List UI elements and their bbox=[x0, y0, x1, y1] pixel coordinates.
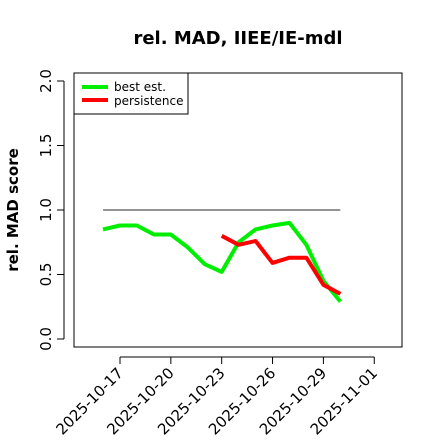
y-tick-label: 2.0 bbox=[37, 69, 55, 93]
legend-label-best-est: best est. bbox=[114, 80, 166, 94]
series-line-persistence bbox=[220, 234, 342, 296]
plot-frame bbox=[73, 72, 403, 348]
y-tick-label: 0.5 bbox=[37, 263, 55, 287]
legend: best est. persistence bbox=[73, 72, 189, 115]
y-tick-label: 1.0 bbox=[37, 198, 55, 222]
chart-title: rel. MAD, IIEE/IE-mdl bbox=[133, 28, 342, 49]
y-axis: 0.0 0.5 1.0 1.5 2.0 bbox=[37, 69, 65, 351]
y-tick-label: 0.0 bbox=[37, 327, 55, 351]
legend-box bbox=[73, 72, 189, 115]
y-axis-label: rel. MAD score bbox=[4, 148, 22, 272]
x-axis: 2025-10-172025-10-202025-10-232025-10-26… bbox=[52, 356, 381, 438]
y-tick-label: 1.5 bbox=[37, 134, 55, 158]
series-line-best-est bbox=[102, 220, 342, 303]
legend-label-persistence: persistence bbox=[114, 94, 183, 108]
